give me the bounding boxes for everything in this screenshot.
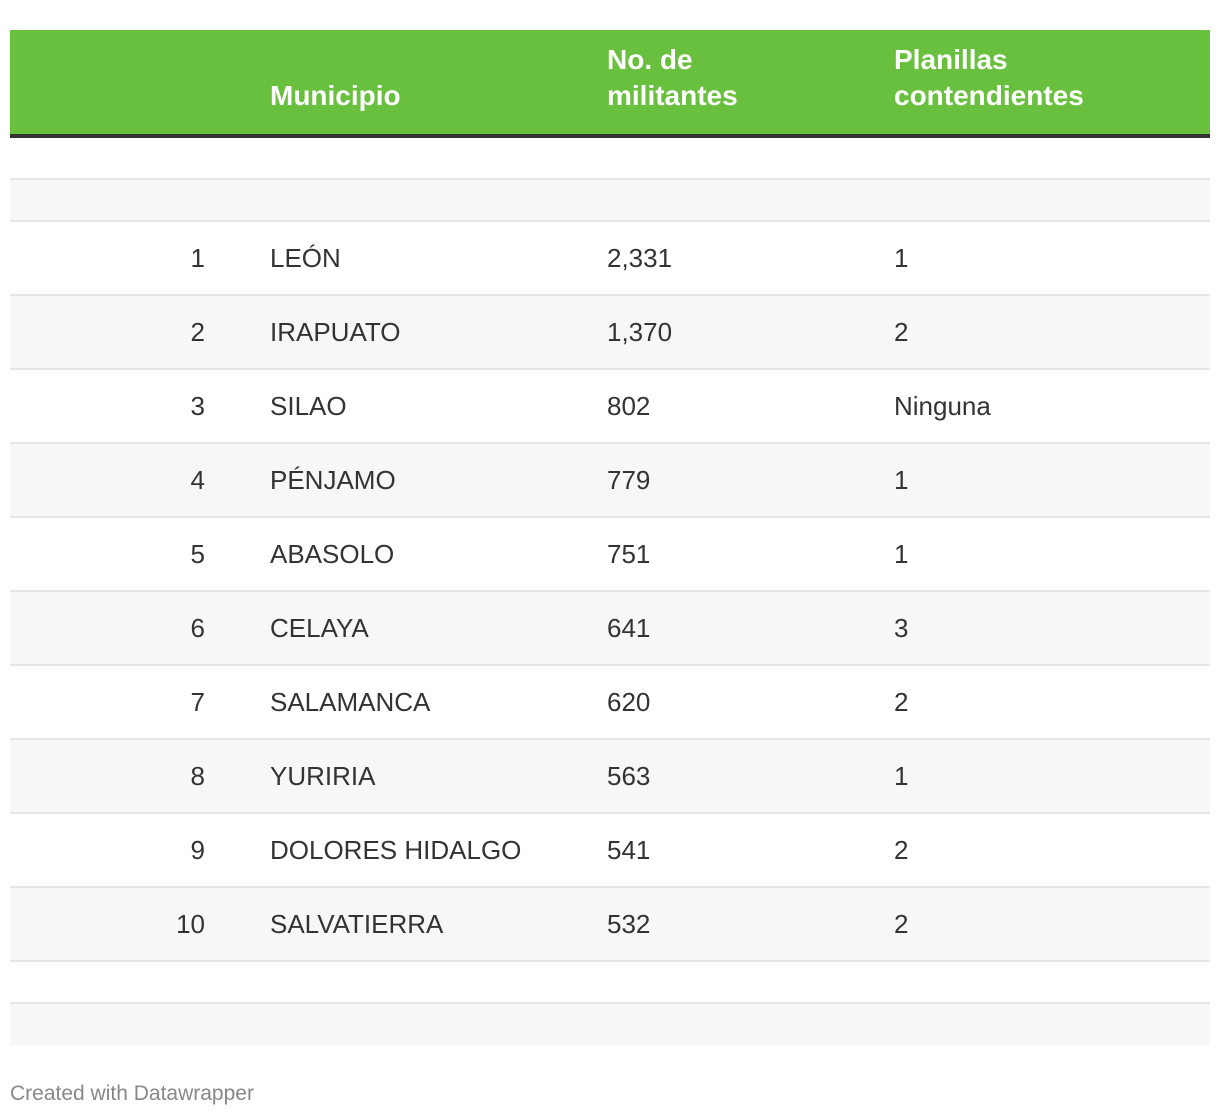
militantes-cell: 641: [607, 613, 651, 643]
municipio-cell: SILAO: [270, 391, 347, 421]
municipio-cell: ABASOLO: [270, 539, 395, 569]
table-row: 8 YURIRIA 563 1: [10, 740, 1210, 814]
rank-cell: 5: [190, 539, 205, 569]
rank-cell: 4: [190, 465, 205, 495]
header-planillas[interactable]: Planillas contendientes: [894, 42, 1194, 114]
planillas-cell: 1: [894, 761, 909, 791]
rank-cell: 7: [190, 687, 205, 717]
rank-cell: 6: [190, 613, 205, 643]
rank-cell: 8: [190, 761, 205, 791]
table-row: 1 LEÓN 2,331 1: [10, 222, 1210, 296]
table-row: 10 SALVATIERRA 532 2: [10, 888, 1210, 962]
empty-row: [10, 962, 1210, 1004]
militantes-cell: 563: [607, 761, 651, 791]
empty-row: [10, 180, 1210, 222]
header-militantes-line1: No. de: [607, 44, 693, 75]
municipio-cell: SALVATIERRA: [270, 909, 444, 939]
militantes-cell: 620: [607, 687, 651, 717]
militantes-cell: 2,331: [607, 243, 673, 273]
planillas-cell: 2: [894, 835, 909, 865]
table-row: 9 DOLORES HIDALGO 541 2: [10, 814, 1210, 888]
militantes-cell: 779: [607, 465, 651, 495]
table-row: 2 IRAPUATO 1,370 2: [10, 296, 1210, 370]
data-table: Municipio No. de militantes Planillas co…: [10, 30, 1210, 1046]
planillas-cell: 1: [894, 539, 909, 569]
datawrapper-credit[interactable]: Created with Datawrapper: [10, 1082, 254, 1105]
header-municipio[interactable]: Municipio: [270, 80, 401, 111]
rank-cell: 2: [190, 317, 205, 347]
table-row: 4 PÉNJAMO 779 1: [10, 444, 1210, 518]
planillas-cell: 1: [894, 465, 909, 495]
planillas-cell: 2: [894, 687, 909, 717]
rank-cell: 1: [190, 243, 205, 273]
militantes-cell: 532: [607, 909, 651, 939]
table-header: Municipio No. de militantes Planillas co…: [10, 30, 1210, 138]
planillas-cell: 2: [894, 909, 909, 939]
rank-cell: 9: [190, 835, 205, 865]
rank-cell: 10: [176, 909, 205, 939]
table-row: 3 SILAO 802 Ninguna: [10, 370, 1210, 444]
header-planillas-line1: Planillas: [894, 44, 1008, 75]
table-row: 6 CELAYA 641 3: [10, 592, 1210, 666]
municipio-cell: LEÓN: [270, 243, 341, 273]
table-row: 5 ABASOLO 751 1: [10, 518, 1210, 592]
planillas-cell: 3: [894, 613, 909, 643]
militantes-cell: 751: [607, 539, 651, 569]
empty-row: [10, 1004, 1210, 1046]
municipio-cell: SALAMANCA: [270, 687, 431, 717]
municipio-cell: YURIRIA: [270, 761, 376, 791]
militantes-cell: 1,370: [607, 317, 673, 347]
planillas-cell: 2: [894, 317, 909, 347]
empty-row: [10, 138, 1210, 180]
header-planillas-line2: contendientes: [894, 80, 1084, 111]
municipio-cell: IRAPUATO: [270, 317, 401, 347]
municipio-cell: CELAYA: [270, 613, 369, 643]
header-militantes[interactable]: No. de militantes: [607, 42, 867, 114]
table-row: 7 SALAMANCA 620 2: [10, 666, 1210, 740]
militantes-cell: 541: [607, 835, 651, 865]
planillas-cell: 1: [894, 243, 909, 273]
rank-cell: 3: [190, 391, 205, 421]
header-militantes-line2: militantes: [607, 80, 738, 111]
planillas-cell: Ninguna: [894, 391, 991, 421]
municipio-cell: PÉNJAMO: [270, 465, 396, 495]
municipio-cell: DOLORES HIDALGO: [270, 835, 522, 865]
militantes-cell: 802: [607, 391, 651, 421]
